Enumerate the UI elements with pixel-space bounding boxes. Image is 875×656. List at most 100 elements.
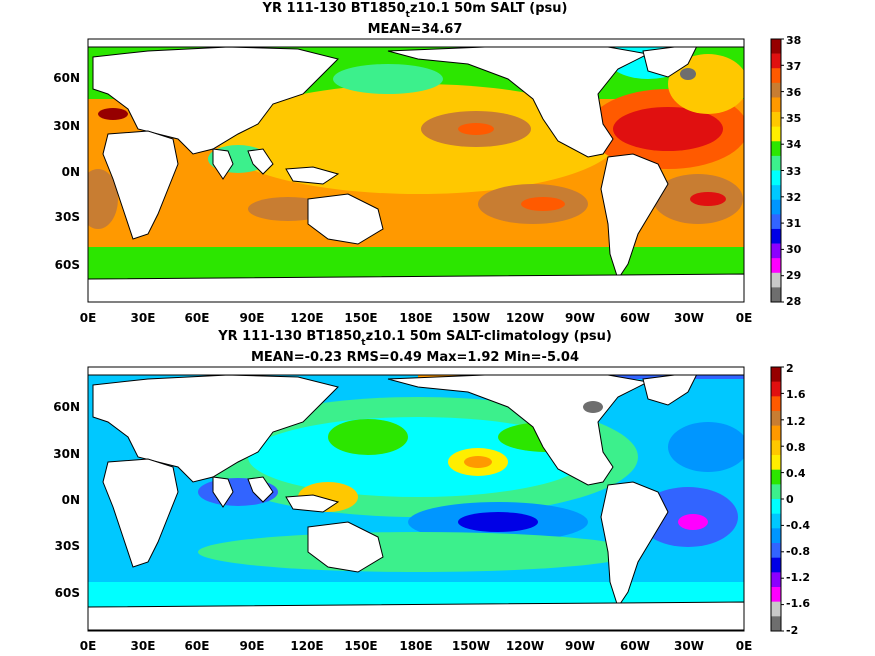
colorbar-swatch — [771, 155, 781, 171]
panel-bottom-stats: MEAN=-0.23 RMS=0.49 Max=1.92 Min=-5.04 — [251, 350, 579, 365]
colorbar-swatch — [771, 39, 781, 54]
colorbar-swatch — [771, 572, 781, 588]
colorbar-label: 31 — [786, 217, 801, 230]
x-tick: 0E — [736, 639, 753, 653]
x-tick: 30E — [131, 311, 156, 325]
y-tick: 30N — [53, 119, 80, 133]
y-axis-top: 60N 30N 0N 30S 60S — [53, 71, 80, 272]
y-tick: 0N — [62, 165, 80, 179]
colorbar-swatch — [771, 126, 781, 142]
colorbar-swatch — [771, 528, 781, 544]
x-tick: 30W — [674, 639, 704, 653]
colorbar-label: 29 — [786, 269, 801, 282]
x-tick: 120W — [506, 311, 544, 325]
y-tick: 0N — [62, 493, 80, 507]
x-tick: 0E — [736, 311, 753, 325]
colorbar-label: 0.8 — [786, 441, 806, 454]
salinity-map — [88, 39, 744, 302]
colorbar-label: -0.4 — [786, 519, 810, 532]
x-tick: 90W — [565, 639, 595, 653]
colorbar-label: 38 — [786, 34, 801, 47]
colorbar-label: 0 — [786, 493, 794, 506]
colorbar-label: -1.2 — [786, 571, 810, 584]
colorbar-swatch — [771, 469, 781, 485]
colorbar-swatch — [771, 425, 781, 441]
x-tick: 150W — [452, 639, 490, 653]
x-tick: 120E — [290, 311, 323, 325]
colorbar-swatch — [771, 616, 781, 632]
colorbar-label: 1.2 — [786, 415, 806, 428]
colorbar-label: 0.4 — [786, 467, 806, 480]
colorbar-bottom — [770, 366, 784, 632]
panel-top-stats: MEAN=34.67 — [368, 22, 463, 37]
x-tick: 60E — [185, 311, 210, 325]
colorbar-swatch — [771, 499, 781, 514]
colorbar-swatch — [771, 557, 781, 573]
x-tick: 30E — [131, 639, 156, 653]
colorbar-swatch — [771, 141, 781, 157]
x-tick: 60W — [620, 311, 650, 325]
panel-bottom: YR 111-130 BT1850tz10.1 50m SALT-climato… — [53, 329, 810, 653]
x-tick: 180E — [399, 311, 432, 325]
colorbar-swatch — [771, 199, 781, 215]
colorbar-label: 1.6 — [786, 388, 806, 401]
colorbar-swatch — [771, 170, 781, 186]
colorbar-label: -1.6 — [786, 597, 810, 610]
map-frame — [87, 366, 745, 632]
x-tick: 90W — [565, 311, 595, 325]
x-tick: 90E — [240, 639, 265, 653]
x-tick: 0E — [80, 311, 97, 325]
colorbar-label: 34 — [786, 138, 802, 151]
colorbar-swatch — [771, 381, 781, 397]
colorbar-label: 32 — [786, 191, 801, 204]
colorbar-swatch — [771, 112, 781, 127]
colorbar-label: -0.8 — [786, 545, 810, 558]
colorbar-swatch — [771, 214, 781, 230]
x-tick: 90E — [240, 311, 265, 325]
colorbar-swatch — [771, 440, 781, 456]
colorbar-swatch — [771, 243, 781, 259]
colorbar-swatch — [771, 455, 781, 470]
panel-bottom-title: YR 111-130 BT1850tz10.1 50m SALT-climato… — [217, 329, 612, 348]
colorbar-label: 30 — [786, 243, 802, 256]
x-tick: 120E — [290, 639, 323, 653]
x-tick: 60E — [185, 639, 210, 653]
colorbar-swatch — [771, 587, 781, 602]
panel-top: YR 111-130 BT1850tz10.1 50m SALT (psu) M… — [53, 1, 801, 325]
colorbar-swatch — [771, 367, 781, 382]
colorbar-label: 35 — [786, 112, 801, 125]
colorbar-swatch — [771, 185, 781, 201]
colorbar-swatch — [771, 411, 781, 426]
colorbar-swatch — [771, 82, 781, 98]
colorbar-swatch — [771, 258, 781, 274]
x-tick: 150W — [452, 311, 490, 325]
x-tick: 150E — [344, 311, 377, 325]
y-tick: 30N — [53, 447, 80, 461]
panel-top-title: YR 111-130 BT1850tz10.1 50m SALT (psu) — [262, 1, 568, 20]
colorbar-top — [770, 38, 784, 303]
colorbar-swatch — [771, 272, 781, 288]
y-tick: 60S — [55, 258, 80, 272]
colorbar-swatch — [771, 396, 781, 412]
y-axis-bottom: 60N 30N 0N 30S 60S — [53, 400, 80, 600]
x-axis-bottom: 0E 30E 60E 90E 120E 150E 180E 150W 120W … — [80, 639, 753, 653]
colorbar-swatch — [771, 543, 781, 558]
x-tick: 30W — [674, 311, 704, 325]
colorbar-swatch — [771, 68, 781, 84]
x-tick: 120W — [506, 639, 544, 653]
colorbar-label: 37 — [786, 60, 801, 73]
y-tick: 30S — [55, 210, 80, 224]
colorbar-label: 28 — [786, 295, 801, 308]
colorbar-label: 36 — [786, 86, 802, 99]
y-tick: 60N — [53, 400, 80, 414]
colorbar-swatch — [771, 53, 781, 69]
y-tick: 60S — [55, 586, 80, 600]
x-tick: 180E — [399, 639, 432, 653]
y-tick: 30S — [55, 539, 80, 553]
colorbar-label: 33 — [786, 165, 801, 178]
x-tick: 60W — [620, 639, 650, 653]
colorbar-swatch — [771, 601, 781, 617]
x-tick: 0E — [80, 639, 97, 653]
colorbar-swatch — [771, 484, 781, 500]
